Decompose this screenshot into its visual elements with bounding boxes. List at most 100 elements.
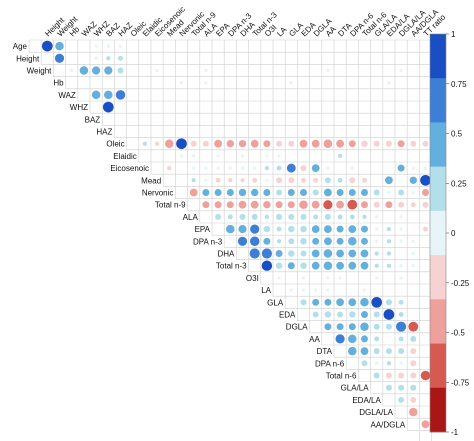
row-label-oleic: Oleic	[106, 140, 124, 149]
corr-circle-total-n-6-gla-la	[373, 372, 380, 379]
corr-circle-oleic-la	[276, 140, 283, 147]
corr-circle-total-n-3-la	[275, 262, 283, 269]
corr-circle-total-n-9-ala	[202, 201, 210, 209]
corr-circle-height-weight	[54, 53, 65, 63]
row-label-mead: Mead	[141, 176, 161, 185]
corr-circle-eicosenoic-total-n-3	[252, 166, 257, 170]
corr-circle-height-baz	[106, 56, 111, 61]
colorbar-segment	[430, 299, 446, 344]
corr-circle-total-n-9-gla-la	[373, 201, 380, 208]
corr-circle-oleic-eda	[299, 139, 308, 148]
corr-circle-eicosenoic-dha	[240, 166, 245, 170]
corr-circle-total-n-9-dha	[238, 200, 247, 209]
corr-circle-dta-eda-la	[385, 348, 392, 355]
corr-circle-eda-dpa-n-6	[349, 311, 356, 318]
corr-circle-aa-dpa-n-6	[348, 334, 357, 344]
corr-circle-epa-eda	[300, 225, 307, 233]
corr-circle-dpa-n-3-dgla	[312, 237, 320, 245]
corr-circle-total-n-9-dta	[336, 200, 344, 209]
corr-circle-total-n-9-eda-la	[385, 201, 393, 209]
corr-circle-aa-dgla-tt-ratio	[421, 420, 430, 429]
row-label-aa-dgla: AA/DGLA	[371, 420, 406, 429]
corr-circle-ala-gla-la	[374, 215, 379, 219]
corr-circle-mead-total-n-3	[252, 177, 258, 183]
corr-circle-waz-haz	[115, 90, 126, 100]
corr-circle-eicosenoic-ala	[204, 166, 208, 170]
row-label-eicosenoic: Eicosenoic	[110, 164, 149, 173]
corr-circle-dpa-n-6-total-n-6	[361, 360, 368, 367]
corr-circle-total-n-9-aa	[323, 200, 333, 210]
corr-circle-whz-baz	[102, 101, 114, 113]
corr-circle-gla-dpa-n-6	[348, 298, 357, 307]
corr-circle-total-n-3-gla	[287, 262, 295, 270]
corr-circle-oleic-dpa-n-6	[348, 140, 356, 148]
corr-circle-total-n-9-dgla	[311, 200, 320, 209]
colorbar-tick-label: 0.25	[451, 179, 467, 188]
row-label-dgla: DGLA	[286, 323, 308, 332]
corr-circle-total-n-6-tt-ratio	[420, 370, 431, 381]
corr-circle-total-n-9-dpa-n-3	[226, 201, 234, 209]
corr-circle-dgla-dpa-n-6	[348, 323, 356, 331]
colorbar-segment	[430, 122, 446, 167]
corr-circle-hb-eda-la	[387, 80, 391, 85]
corr-circle-dta-gla-la	[373, 348, 380, 355]
corr-circle-eda-dta	[337, 311, 344, 318]
row-label-total-n-3: Total n-3	[216, 262, 247, 271]
corr-circle-ala-eda	[300, 213, 307, 220]
corr-circle-age-whz	[94, 44, 98, 48]
corr-circle-oleic-dpa-n-3	[226, 140, 234, 148]
corr-circle-weight-baz	[104, 66, 113, 75]
corr-circle-total-n-9-total-n-6	[361, 201, 368, 209]
corr-circle-gla-la-eda-la	[385, 384, 392, 391]
corr-circle-dha-la	[275, 250, 283, 257]
corr-circle-dgla-la-aa-dgla	[409, 407, 418, 417]
corr-circle-dpa-n-3-dta	[336, 237, 344, 245]
corr-circle-eda-la-aa-dgla	[410, 396, 417, 403]
corr-circle-dha-aa	[323, 249, 333, 258]
corr-circle-oleic-gla-la	[373, 140, 380, 147]
corr-circle-eda-gla-la	[373, 311, 380, 318]
correlation-circles	[41, 40, 431, 429]
corr-circle-la-gla	[289, 288, 294, 292]
corr-circle-oleic-nervonic	[176, 138, 187, 150]
corr-circle-oleic-mead	[165, 139, 174, 148]
corr-circle-dpa-n-6-eda-la	[386, 361, 392, 366]
corr-circle-epa-dpa-n-3	[226, 224, 235, 234]
corr-circle-ala-dpa-n-3	[227, 214, 233, 220]
corr-circle-oleic-eda-la	[385, 140, 392, 147]
corr-circle-weight-whz	[92, 66, 101, 75]
corr-circle-nervonic-dta	[336, 189, 344, 196]
corr-circle-epa-dha	[238, 225, 247, 234]
corr-circle-dpa-n-3-aa-dgla	[411, 239, 416, 244]
corr-circle-hb-ala	[204, 80, 208, 85]
corr-circle-ala-total-n-6	[362, 214, 367, 220]
corr-circle-nervonic-gla	[287, 189, 295, 196]
corr-circle-epa-o3i	[263, 225, 271, 233]
corr-circle-ala-la	[276, 213, 283, 220]
corr-circle-oleic-dgla-la	[397, 140, 405, 148]
row-label-waz: WAZ	[58, 91, 76, 100]
corr-circle-aa-dgla-la	[398, 336, 404, 342]
corr-circle-aa-total-n-6	[361, 335, 368, 343]
corr-circle-mead-dpa-n-6	[349, 177, 356, 184]
corr-circle-nervonic-dha	[238, 188, 247, 197]
corr-circle-weight-eicosenoic	[155, 68, 159, 73]
colorbar-tick-label: -1	[451, 428, 459, 437]
corr-circle-dpa-n-3-total-n-3	[249, 236, 260, 247]
row-label-nervonic: Nervonic	[142, 189, 174, 198]
corr-circle-dta-dpa-n-6	[348, 346, 357, 356]
row-label-eda: EDA	[279, 311, 296, 320]
corr-circle-hb-nervonic	[179, 80, 184, 85]
row-label-age: Age	[13, 42, 28, 51]
row-label-total-n-9: Total n-9	[155, 201, 186, 210]
corr-circle-weight-ala	[204, 68, 208, 73]
row-label-height: Height	[16, 54, 40, 63]
corr-circle-aa-dta	[335, 334, 345, 344]
corr-circle-dha-dgla	[311, 249, 320, 258]
corr-circle-nervonic-aa-dgla	[411, 190, 416, 195]
corr-circle-dpa-n-3-eda-la	[386, 239, 392, 244]
row-label-dgla-la: DGLA/LA	[359, 408, 393, 417]
colorbar-segment	[430, 387, 446, 433]
corr-circle-epa-total-n-6	[361, 225, 368, 233]
corr-circle-weight-aa	[326, 68, 330, 73]
